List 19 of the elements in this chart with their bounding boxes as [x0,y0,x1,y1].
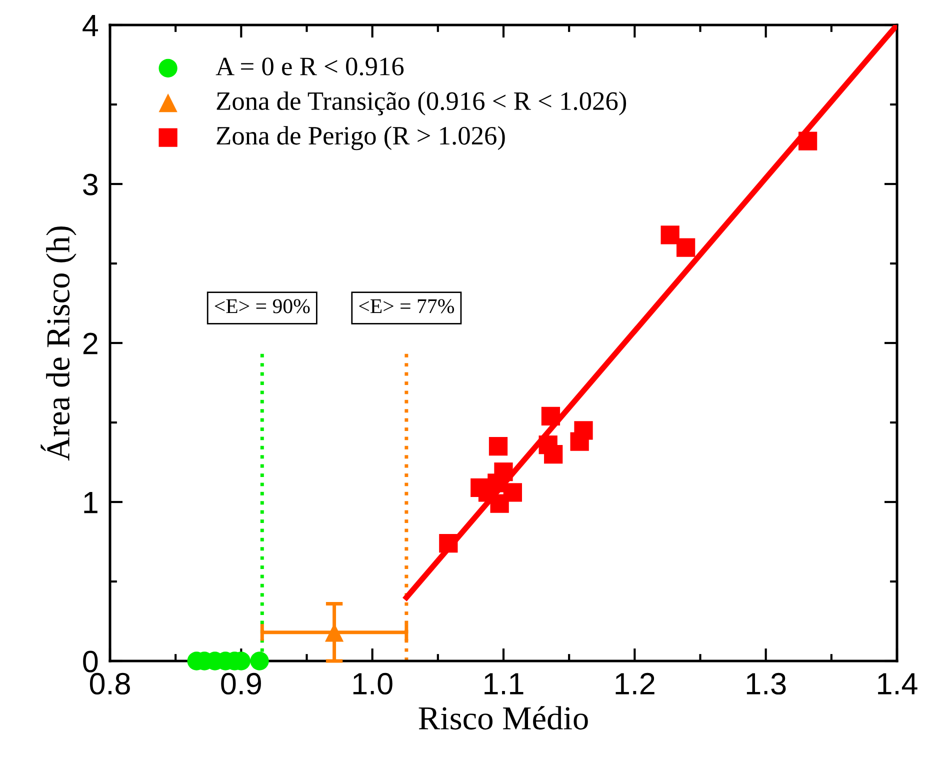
x-tick-label: 1.3 [746,672,786,695]
annotation: <E> = 90% [214,299,310,314]
x-tick-label: 1.4 [878,673,918,694]
y-tick-label: 4 [82,15,98,36]
x-tick-label: 1.2 [616,672,654,694]
legend-label: Zona de Perigo (R > 1.026) [216,126,505,150]
y-axis-title: Área de Risco (h) [40,226,76,461]
legend-label: A = 0 e R < 0.916 [216,58,404,76]
x-tick-label: 1.1 [484,673,524,694]
x-tick-label: 0.8 [90,672,130,695]
x-tick-label: 0.9 [221,672,261,695]
x-tick-label: 1.0 [353,672,392,695]
legend-label: Zona de Transição (0.916 < R < 1.026) [216,91,626,116]
y-tick-label: 3 [83,174,98,196]
x-axis-title: Risco Médio [418,706,588,730]
y-tick-label: 2 [83,332,98,354]
annotation: <E> = 77% [359,299,454,314]
y-tick-label: 0 [83,650,98,672]
y-tick-label: 1 [84,492,98,514]
